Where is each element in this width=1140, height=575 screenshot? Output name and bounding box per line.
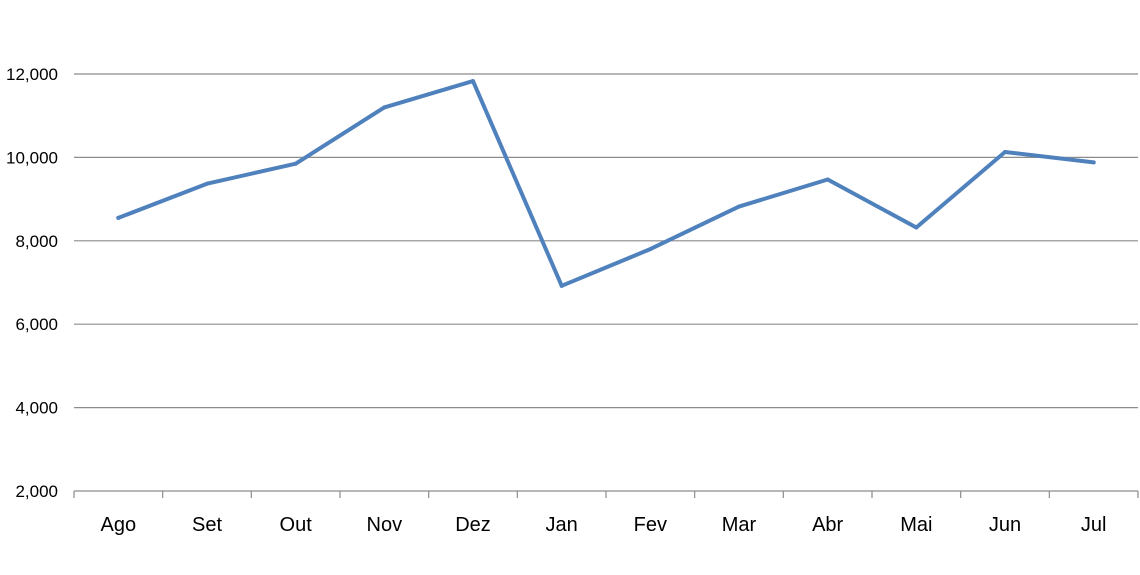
- y-tick-label: 2,000: [15, 482, 58, 501]
- data-point: [648, 247, 653, 252]
- y-tick-label: 6,000: [15, 315, 58, 334]
- x-axis: [73, 490, 1139, 498]
- data-point: [1003, 149, 1007, 154]
- data-point: [205, 181, 209, 186]
- x-tick-label: Mai: [900, 514, 932, 536]
- x-tick-label: Fev: [634, 514, 667, 536]
- y-axis-tick-labels: 2,000 4,000 6,000 8,000 10,000 12,000: [6, 65, 58, 501]
- x-tick-label: Jun: [989, 514, 1021, 536]
- x-axis-tick-labels: Ago Set Out Nov Dez Jan Fev Mar Abr Mai Jun Jul: [101, 514, 1107, 536]
- x-tick-label: Out: [280, 514, 313, 536]
- data-point: [1091, 160, 1096, 165]
- data-point: [825, 177, 830, 182]
- y-tick-label: 12,000: [6, 65, 58, 84]
- x-tick-label: Jul: [1081, 514, 1107, 536]
- x-tick-label: Set: [192, 514, 222, 536]
- x-tick-label: Nov: [367, 514, 403, 536]
- y-tick-label: 4,000: [15, 399, 58, 418]
- data-point: [382, 105, 387, 110]
- y-tick-label: 8,000: [15, 232, 58, 251]
- data-point: [737, 204, 741, 209]
- data-point: [293, 161, 298, 166]
- x-tick-label: Mar: [722, 514, 757, 536]
- y-tick-label: 10,000: [6, 148, 58, 167]
- data-point: [914, 225, 919, 230]
- x-tick-label: Jan: [546, 514, 578, 536]
- gridlines: [74, 73, 1138, 409]
- x-tick-label: Dez: [455, 514, 491, 536]
- data-point: [116, 215, 121, 220]
- series-layer: [116, 79, 1096, 288]
- data-point: [559, 283, 564, 288]
- series-line: [116, 79, 1096, 288]
- data-point: [471, 79, 475, 84]
- x-tick-label: Abr: [812, 514, 843, 536]
- x-tick-label: Ago: [101, 514, 137, 536]
